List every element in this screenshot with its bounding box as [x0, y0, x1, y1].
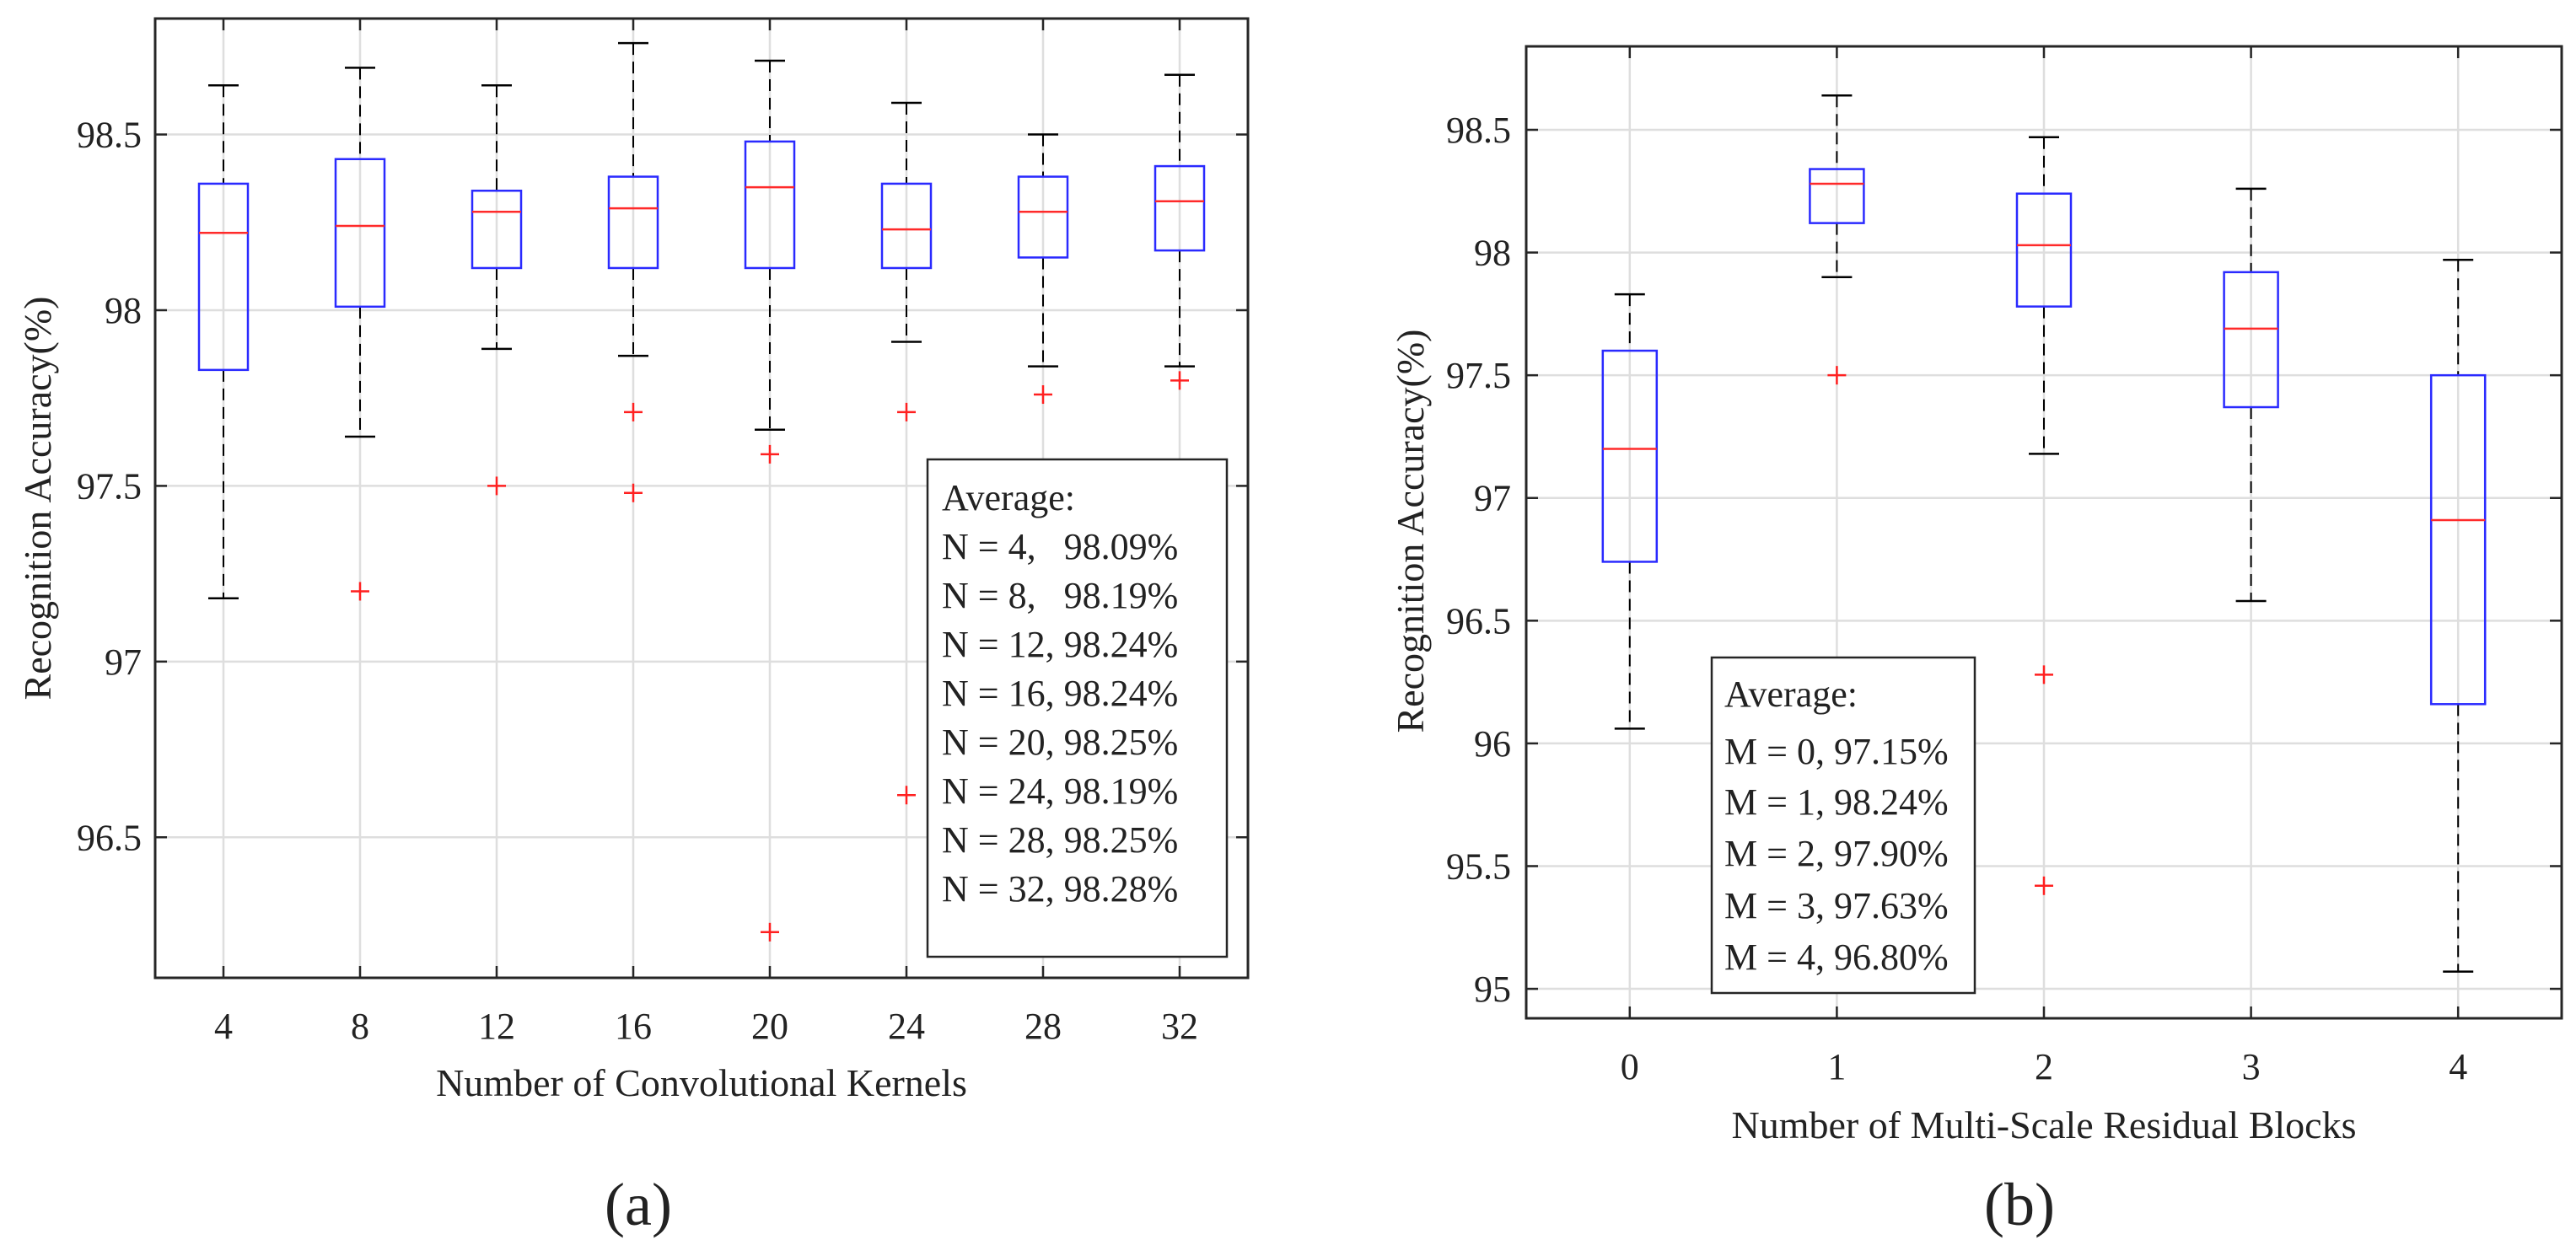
- x-tick-label: 0: [1621, 1046, 1639, 1087]
- y-tick-label: 97: [105, 641, 142, 683]
- box-1: [1809, 94, 1865, 385]
- x-tick-label: 24: [888, 1006, 925, 1047]
- box-iqr: [880, 182, 933, 270]
- y-tick-label: 98.5: [77, 115, 142, 156]
- legend-entry-a-3: N = 16, 98.24%: [942, 673, 1178, 714]
- box-iqr: [471, 190, 523, 270]
- y-tick-label: 97: [1474, 478, 1511, 519]
- x-tick-label: 16: [615, 1006, 652, 1047]
- box-2: [2015, 136, 2073, 895]
- boxes-a: [197, 41, 1206, 942]
- box-28: [1017, 133, 1069, 405]
- x-tick-label: 28: [1024, 1006, 1062, 1047]
- legend-entry-b-3: M = 3, 97.63%: [1724, 885, 1949, 926]
- legend-entry-a-1: N = 8, 98.19%: [942, 575, 1178, 616]
- plot-frame-b: [1525, 45, 2563, 1020]
- x-axis-label-b: Number of Multi-Scale Residual Blocks: [1732, 1103, 2357, 1146]
- panel-label-a: (a): [605, 1171, 672, 1238]
- x-tick-label: 8: [351, 1006, 369, 1047]
- box-iqr: [334, 158, 386, 309]
- y-tick-label: 97.5: [1446, 355, 1511, 396]
- legend-entry-a-6: N = 28, 98.25%: [942, 819, 1178, 861]
- legend-entry-a-5: N = 24, 98.19%: [942, 770, 1178, 812]
- x-tick-label: 4: [2449, 1046, 2467, 1087]
- box-iqr: [2015, 192, 2073, 308]
- box-iqr: [197, 182, 250, 372]
- box-iqr: [2223, 271, 2279, 409]
- y-tick-label: 98: [105, 290, 142, 331]
- x-tick-label: 12: [478, 1006, 515, 1047]
- box-12: [471, 83, 523, 496]
- y-tick-label: 97.5: [77, 465, 142, 507]
- legend-entry-a-2: N = 12, 98.24%: [942, 624, 1178, 665]
- panel-a: 96.5 97 97.5 98 98.5 4 8 12 16 20 24 28 32 Average:…: [16, 17, 1250, 1238]
- legend-title-b: Average:: [1724, 674, 1858, 715]
- box-iqr: [607, 175, 659, 270]
- legend-b: Average: M = 0, 97.15% M = 1, 98.24% M =…: [1710, 656, 1976, 995]
- y-tick-label: 95: [1474, 969, 1511, 1010]
- boxes-b: [1601, 94, 2487, 973]
- y-tick-label: 98: [1474, 233, 1511, 274]
- y-axis-label-b: Recognition Accuracy(%): [1389, 330, 1432, 733]
- box-iqr: [1809, 168, 1865, 224]
- box-32: [1154, 73, 1206, 390]
- x-tick-label: 1: [1827, 1046, 1846, 1087]
- x-tick-label: 4: [214, 1006, 233, 1047]
- legend-entry-a-7: N = 32, 98.28%: [942, 868, 1178, 910]
- x-tick-label: 20: [751, 1006, 788, 1047]
- box-20: [744, 59, 796, 942]
- box-4: [2429, 259, 2487, 973]
- box-24: [880, 101, 933, 805]
- y-tick-label: 98.5: [1446, 110, 1511, 151]
- panel-label-b: (b): [1984, 1171, 2055, 1238]
- grid-b: [1526, 46, 2562, 1018]
- legend-entry-b-4: M = 4, 96.80%: [1724, 937, 1949, 978]
- box-iqr: [1601, 349, 1659, 563]
- box-iqr: [744, 140, 796, 270]
- legend-entry-b-1: M = 1, 98.24%: [1724, 781, 1949, 823]
- box-iqr: [1154, 164, 1206, 252]
- legend-a: Average: N = 4, 98.09% N = 8, 98.19% N =…: [926, 458, 1229, 958]
- y-ticks-b: 95 95.5 96 96.5 97 97.5 98 98.5: [1446, 110, 1511, 1010]
- x-ticks-b: 0 1 2 3 4: [1621, 1046, 2467, 1087]
- legend-entry-a-4: N = 20, 98.25%: [942, 722, 1178, 763]
- y-tick-label: 96: [1474, 723, 1511, 765]
- legend-entry-b-2: M = 2, 97.90%: [1724, 833, 1949, 874]
- box-iqr: [1017, 175, 1069, 259]
- x-axis-label-a: Number of Convolutional Kernels: [436, 1061, 967, 1104]
- y-ticks-a: 96.5 97 97.5 98 98.5: [77, 115, 142, 859]
- y-axis-label-a: Recognition Accuracy(%): [16, 297, 59, 700]
- box-3: [2223, 187, 2279, 603]
- legend-box-a: [926, 458, 1229, 958]
- legend-title-a: Average:: [942, 477, 1075, 518]
- box-iqr: [2429, 373, 2487, 706]
- x-ticks-a: 4 8 12 16 20 24 28 32: [214, 1006, 1198, 1047]
- legend-entry-b-0: M = 0, 97.15%: [1724, 731, 1949, 772]
- x-tick-label: 3: [2242, 1046, 2261, 1087]
- x-tick-label: 32: [1161, 1006, 1198, 1047]
- legend-entry-a-0: N = 4, 98.09%: [942, 526, 1178, 567]
- plot-frame-a: [153, 17, 1250, 980]
- x-tick-label: 2: [2035, 1046, 2053, 1087]
- y-tick-label: 95.5: [1446, 845, 1511, 887]
- box-4: [197, 83, 250, 600]
- legend-box-b: [1710, 656, 1976, 995]
- panel-b: 95 95.5 96 96.5 97 97.5 98 98.5 0 1 2 3 4 Average: …: [1389, 45, 2563, 1238]
- box-8: [334, 67, 386, 601]
- y-tick-label: 96.5: [1446, 600, 1511, 641]
- box-0: [1601, 293, 1659, 730]
- y-tick-label: 96.5: [77, 817, 142, 858]
- box-16: [607, 41, 659, 502]
